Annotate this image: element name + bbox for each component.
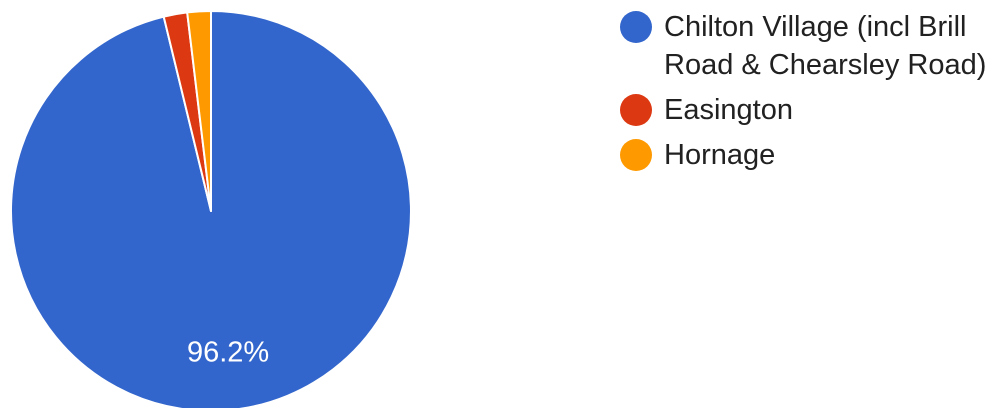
pie-slice-chilton-village[interactable] (10, 10, 412, 408)
legend-swatch-easington (620, 94, 652, 126)
legend: Chilton Village (incl Brill Road & Chear… (620, 8, 1000, 181)
pie-chart: 96.2% (10, 9, 412, 408)
pie-slice-hornage[interactable] (186, 9, 212, 212)
legend-item-easington[interactable]: Easington (620, 91, 1000, 129)
legend-item-chilton-village[interactable]: Chilton Village (incl Brill Road & Chear… (620, 8, 1000, 84)
legend-label-chilton-village: Chilton Village (incl Brill Road & Chear… (664, 11, 987, 81)
legend-swatch-chilton-village (620, 11, 652, 43)
legend-swatch-hornage (620, 139, 652, 171)
data-label-chilton-village: 96.2% (187, 337, 269, 369)
legend-label-easington: Easington (664, 94, 793, 126)
legend-label-hornage: Hornage (664, 139, 776, 171)
legend-item-hornage[interactable]: Hornage (620, 136, 1000, 174)
